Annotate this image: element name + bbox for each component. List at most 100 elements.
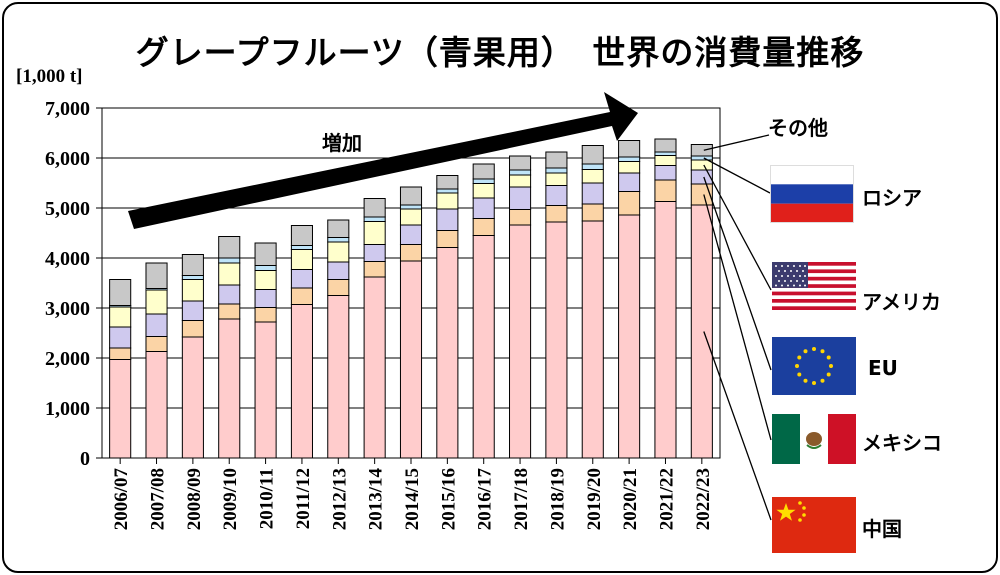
y-tick-label: 3,000: [45, 298, 90, 320]
legend-label-china: 中国: [862, 517, 902, 541]
bar-segment: [654, 155, 677, 166]
y-tick-label: 4,000: [45, 248, 90, 270]
x-tick-label: 2006/07: [111, 468, 132, 531]
x-tick-label: 2019/20: [584, 468, 605, 530]
x-tick-label: 2016/17: [475, 468, 496, 531]
bar-segment: [109, 306, 132, 328]
bar-segment: [363, 276, 386, 459]
x-tick-label: 2014/15: [402, 468, 423, 530]
bar-segment: [327, 237, 350, 243]
bar-segment: [399, 186, 423, 206]
bar-segment: [181, 254, 204, 276]
bar-segment: [254, 265, 277, 271]
bar-segment: [290, 304, 313, 459]
x-tick-label: 2008/09: [184, 468, 205, 530]
bar-segment: [254, 289, 277, 308]
bar-segment: [654, 138, 677, 153]
bar-segment: [399, 208, 423, 226]
legend-leader-line: [703, 194, 772, 441]
bar-segment: [509, 174, 532, 188]
x-tick-label: 2010/11: [257, 468, 278, 529]
chart-title: グレープフルーツ（青果用） 世界の消費量推移: [135, 33, 865, 72]
bar-segment: [690, 144, 713, 157]
bar-segment: [254, 242, 277, 266]
bar-segment: [290, 225, 313, 246]
y-tick-label: 6,000: [45, 148, 90, 170]
bar-segment: [509, 224, 532, 459]
bar-segment: [436, 192, 459, 210]
bar-segment: [363, 261, 386, 278]
bar-segment: [181, 336, 204, 459]
bar-segment: [581, 163, 604, 170]
y-axis-unit-label: [1,000 t]: [16, 66, 83, 87]
bar-segment: [654, 151, 677, 156]
bar-segment: [472, 163, 495, 180]
bar-segment: [327, 279, 350, 296]
bar-segment: [581, 182, 604, 205]
bar-segment: [109, 347, 132, 360]
bar-segment: [581, 169, 604, 184]
bar-segment: [327, 219, 350, 238]
mexico-flag-icon: [772, 414, 856, 464]
bar-segment: [472, 197, 495, 219]
bar-segment: [618, 172, 641, 192]
increase-annotation: 増加: [322, 131, 362, 155]
bar-segment: [109, 359, 132, 459]
bar-segment: [363, 244, 386, 262]
bar-segment: [145, 262, 168, 289]
bar-segment: [436, 247, 459, 459]
bar-segment: [399, 224, 423, 245]
y-tick-label: 0: [80, 448, 90, 470]
y-tick-label: 2,000: [45, 348, 90, 370]
bar-segment: [290, 269, 313, 289]
bar-segment: [472, 183, 495, 199]
bar-segment: [290, 287, 313, 305]
bar-segment: [509, 155, 532, 171]
bar-segment: [618, 140, 641, 158]
bar-segment: [290, 245, 313, 250]
bar-segment: [181, 279, 204, 302]
legend-leader-line: [703, 134, 770, 151]
bar-segment: [581, 220, 604, 459]
bar-segment: [254, 307, 277, 323]
bar-segment: [436, 230, 459, 248]
legend-leader-line: [703, 157, 771, 194]
x-tick-label: 2012/13: [329, 468, 350, 530]
bar-segment: [654, 179, 677, 202]
bar-segment: [218, 257, 241, 264]
x-tick-label: 2017/18: [511, 468, 532, 530]
x-tick-label: 2009/10: [220, 468, 241, 530]
bar-segment: [436, 175, 459, 190]
bar-segment: [690, 204, 713, 459]
bar-segment: [472, 218, 495, 236]
bar-segment: [509, 169, 532, 176]
bar-segment: [218, 284, 241, 305]
bar-segment: [327, 241, 350, 263]
y-tick-label: 7,000: [45, 98, 90, 120]
bar-segment: [109, 326, 132, 349]
bar-segment: [181, 300, 204, 321]
bar-segment: [690, 155, 713, 161]
legend-label-usa: アメリカ: [862, 290, 941, 314]
increase-arrow: [128, 92, 638, 229]
bar-segment: [618, 161, 641, 174]
y-tick-label: 1,000: [45, 398, 90, 420]
bar-segment: [690, 183, 713, 206]
legend-leader-line: [703, 176, 772, 371]
x-tick-label: 2018/19: [547, 468, 568, 530]
eu-flag-icon: [772, 337, 856, 395]
bar-segment: [254, 321, 277, 459]
bar-segment: [254, 270, 277, 290]
x-tick-label: 2022/23: [693, 468, 714, 530]
bar-segment: [545, 185, 568, 206]
bar-segment: [545, 221, 568, 459]
bar-segment: [618, 156, 641, 162]
russia-flag-icon: [770, 165, 854, 223]
bar-segment: [545, 167, 568, 174]
bar-segment: [581, 203, 604, 222]
bar-segment: [581, 145, 604, 165]
legend-label-mexico: メキシコ: [862, 431, 942, 455]
bar-segment: [618, 214, 641, 459]
legend-leader-line: [703, 331, 772, 521]
china-flag-icon: [772, 497, 856, 553]
